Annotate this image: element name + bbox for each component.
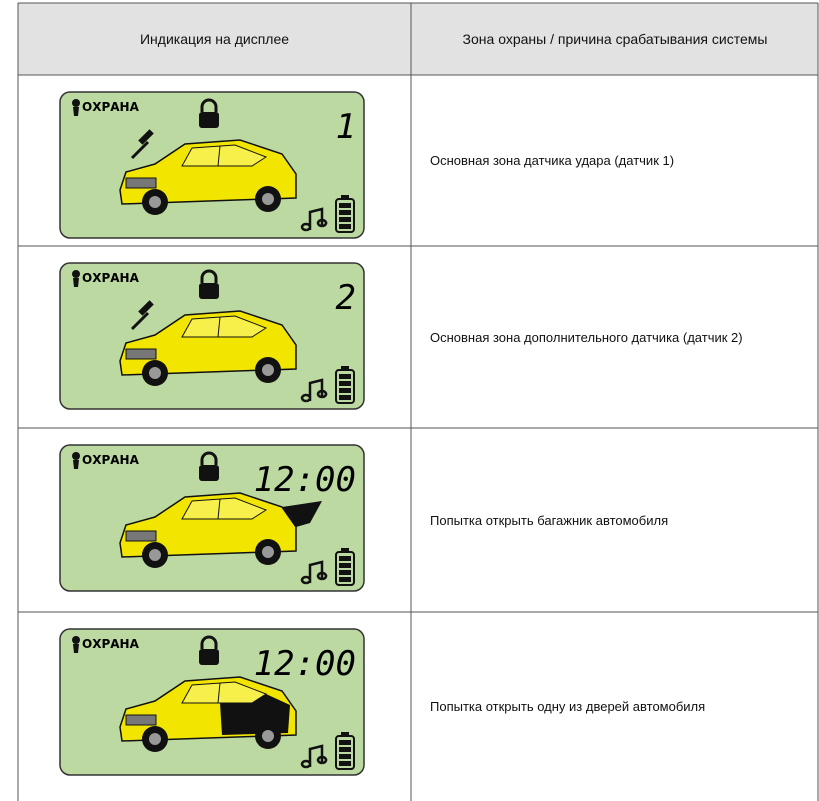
car-grille — [125, 530, 157, 542]
indicator: 2 — [336, 278, 356, 318]
guard-icon — [72, 270, 80, 278]
car — [119, 129, 297, 215]
indicator: 1 — [336, 107, 356, 147]
battery — [335, 198, 355, 233]
car-grille — [125, 714, 157, 726]
description: Попытка открыть одну из дверей автомобил… — [430, 699, 706, 714]
guard-icon — [72, 636, 80, 644]
lock-shackle — [200, 451, 218, 465]
car-pillar — [217, 498, 221, 520]
header-cell: Зона охраны / причина срабатывания систе… — [462, 31, 768, 47]
car — [119, 676, 297, 752]
battery-cap — [341, 366, 349, 370]
lcd-display: ОХРАНА 1 — [59, 91, 365, 239]
lock-shackle — [200, 269, 218, 283]
rim — [262, 546, 274, 558]
battery-cap — [341, 732, 349, 736]
battery-bar — [339, 395, 351, 400]
car-window — [181, 144, 268, 167]
car-grille — [125, 348, 157, 360]
battery-bar — [339, 747, 351, 752]
rim — [149, 196, 161, 208]
hammer-handle — [130, 311, 150, 331]
lock-body — [199, 649, 219, 665]
battery-bar — [339, 388, 351, 393]
music-note — [300, 378, 328, 403]
rim — [149, 367, 161, 379]
battery — [335, 369, 355, 404]
battery-bar — [339, 381, 351, 386]
battery-bar — [339, 374, 351, 379]
guard-icon — [73, 644, 79, 653]
battery-bar — [339, 563, 351, 568]
car-window — [181, 497, 268, 520]
rim — [262, 730, 274, 742]
battery-bar — [339, 754, 351, 759]
rim — [262, 364, 274, 376]
car-pillar — [217, 145, 221, 167]
lock-shackle — [200, 635, 218, 649]
battery — [335, 735, 355, 770]
lcd-display: ОХРАНА 12:00 — [59, 444, 365, 592]
battery — [335, 551, 355, 586]
battery-bar — [339, 203, 351, 208]
hammer-head — [138, 300, 154, 316]
indicator: 12:00 — [254, 460, 356, 500]
guard-icon — [73, 460, 79, 469]
battery-bar — [339, 556, 351, 561]
guard-icon — [73, 107, 79, 116]
rim — [149, 733, 161, 745]
status-text: ОХРАНА — [82, 271, 140, 285]
status-text: ОХРАНА — [82, 637, 140, 651]
battery-cap — [341, 195, 349, 199]
description: Основная зона датчика удара (датчик 1) — [430, 153, 675, 168]
lock-body — [199, 112, 219, 128]
music-note — [300, 744, 328, 769]
rim — [262, 193, 274, 205]
battery-bar — [339, 224, 351, 229]
lcd-display: ОХРАНА 2 — [59, 262, 365, 410]
guard-icon — [73, 278, 79, 287]
lock-body — [199, 283, 219, 299]
header-background — [18, 3, 818, 75]
battery-cap — [341, 548, 349, 552]
open-trunk — [282, 501, 322, 527]
rim — [149, 549, 161, 561]
status-text: ОХРАНА — [82, 453, 140, 467]
music-note — [300, 207, 328, 232]
lock-shackle — [200, 98, 218, 112]
car-pillar — [217, 682, 221, 704]
header-cell: Индикация на дисплее — [139, 31, 290, 47]
battery-bar — [339, 217, 351, 222]
car-grille — [125, 177, 157, 189]
battery-bar — [339, 210, 351, 215]
hammer-handle — [130, 140, 150, 160]
battery-bar — [339, 570, 351, 575]
description: Основная зона дополнительного датчика (д… — [430, 329, 743, 345]
car — [119, 492, 322, 568]
battery-bar — [339, 577, 351, 582]
battery-bar — [339, 761, 351, 766]
lcd-display: ОХРАНА 12:00 — [59, 628, 365, 776]
status-text: ОХРАНА — [82, 100, 140, 114]
indicator: 12:00 — [254, 644, 356, 684]
car-pillar — [217, 316, 221, 338]
guard-icon — [72, 99, 80, 107]
music-note — [300, 560, 328, 585]
car — [119, 300, 297, 386]
hammer-head — [138, 129, 154, 145]
guard-icon — [72, 452, 80, 460]
lock-body — [199, 465, 219, 481]
description: Попытка открыть багажник автомобиля — [430, 512, 669, 528]
car-window — [181, 315, 268, 338]
battery-bar — [339, 740, 351, 745]
